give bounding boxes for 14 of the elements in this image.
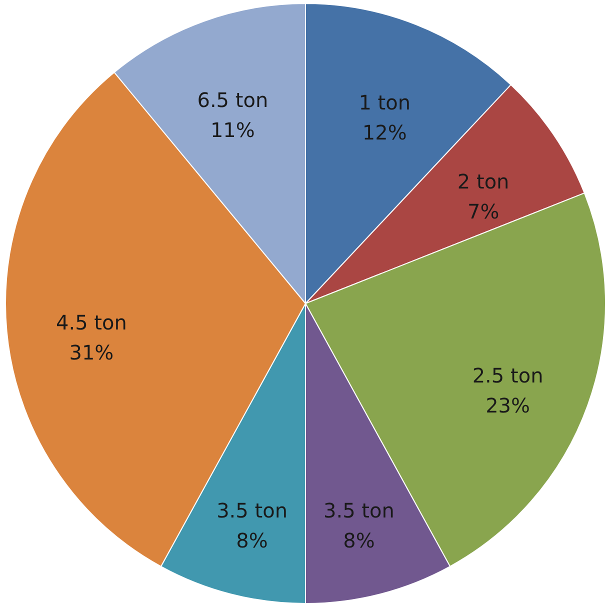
slice-label: 3.5 ton bbox=[324, 498, 394, 523]
slice-label: 3.5 ton bbox=[216, 498, 288, 523]
data-label: 11% bbox=[210, 118, 255, 142]
slice-label: 6.5 ton bbox=[197, 88, 268, 112]
slice-label: 4.5 ton bbox=[56, 310, 127, 335]
data-label: 23% bbox=[486, 393, 530, 418]
data-label: 7% bbox=[467, 200, 500, 224]
data-label: 12% bbox=[362, 120, 407, 145]
data-label: 8% bbox=[343, 528, 375, 553]
data-label: 8% bbox=[236, 528, 268, 553]
slice-label: 2.5 ton bbox=[472, 363, 544, 388]
slice-label: 1 ton bbox=[358, 90, 411, 115]
slice-label: 2 ton bbox=[457, 170, 510, 194]
data-label: 31% bbox=[69, 340, 114, 365]
